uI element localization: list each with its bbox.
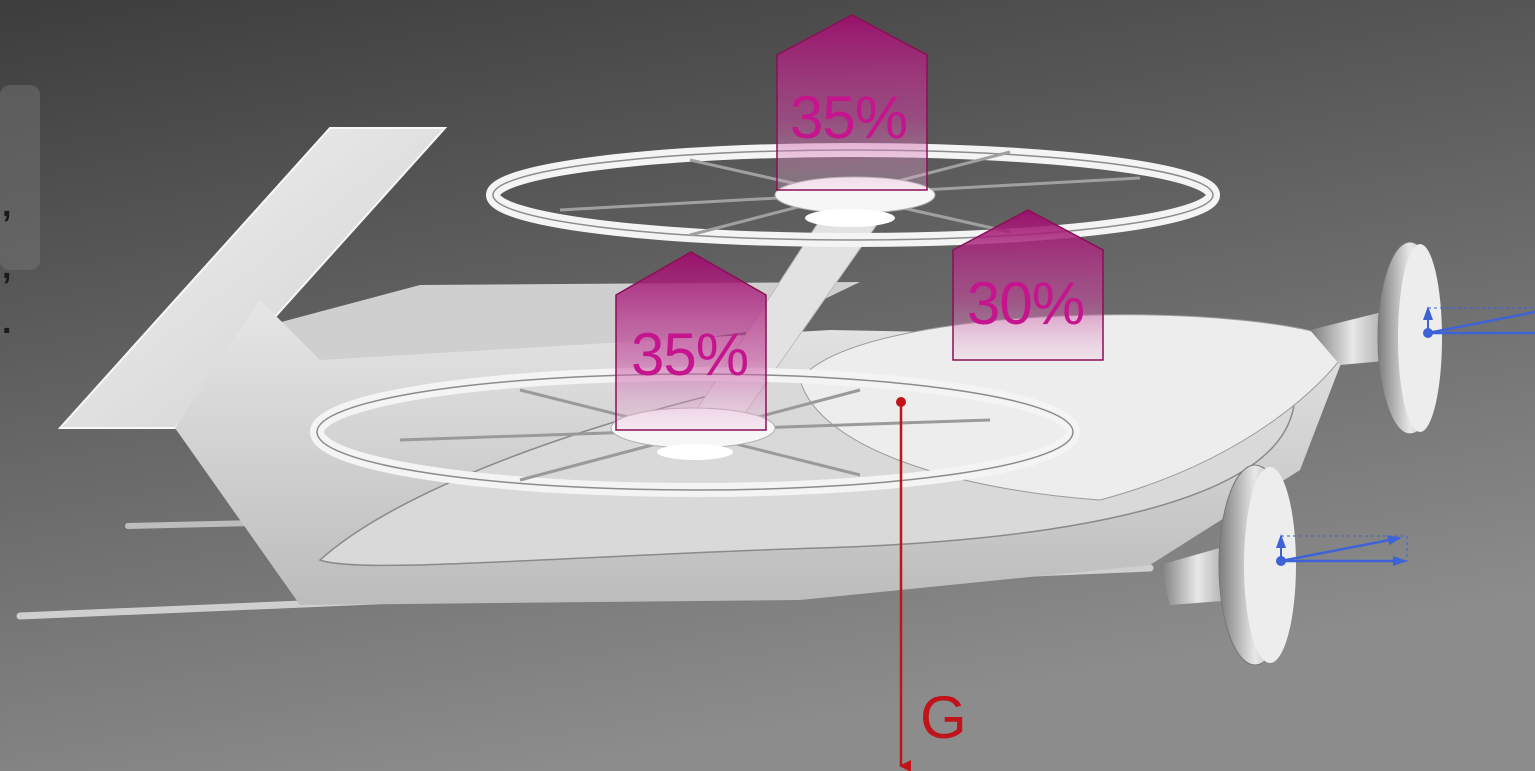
top-rotor-lift-label: 35% [790,84,908,151]
top-rotor-lift-arrow [776,14,928,191]
upper-pusher-propeller [1310,241,1443,435]
front-rotor-lift-label: 35% [631,321,749,388]
gravity-label: G [920,684,967,751]
left-text-fragment-2: , [2,248,12,286]
left-text-fragment-1: , [2,186,12,224]
wing-lift-arrow [952,209,1104,361]
front-rotor-hub-base [657,444,733,460]
top-rotor-hub-base [805,209,895,227]
lower-pusher-propeller [1160,464,1296,666]
wing-lift-label: 30% [967,270,1085,337]
faded-panel [0,85,40,270]
upper-thrust-vectors [1423,306,1535,338]
left-text-fragment-3: . [2,303,12,341]
front-rotor-lift-arrow [615,251,767,431]
tail-fin [57,127,448,429]
lower-thrust-vectors [1276,534,1408,566]
